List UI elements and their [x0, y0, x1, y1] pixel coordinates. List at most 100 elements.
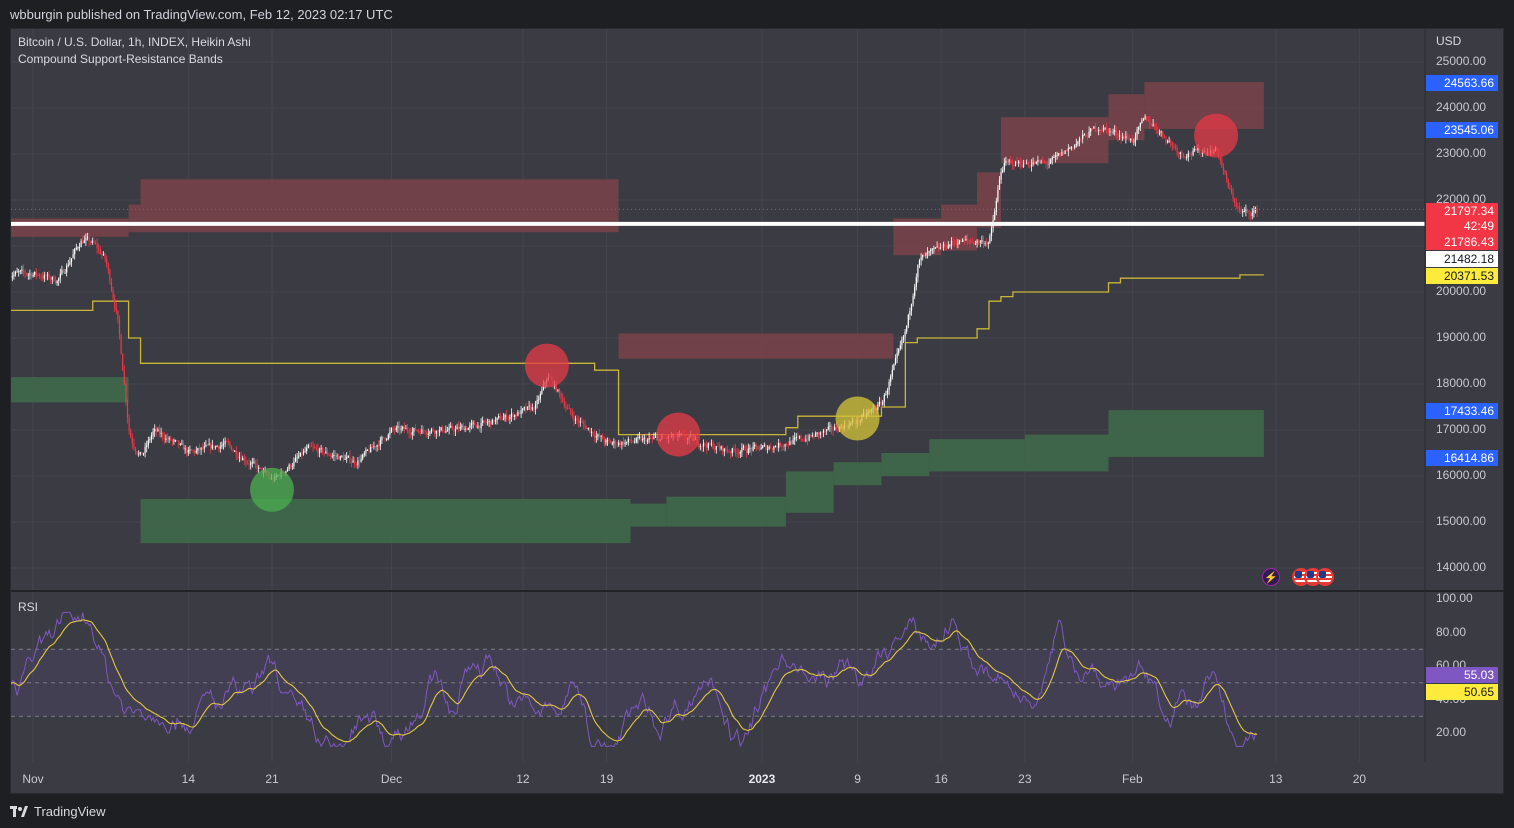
- candle-body: [1170, 140, 1172, 143]
- signal-circle-basis: [835, 396, 880, 441]
- candle-body: [1139, 123, 1141, 128]
- candle-body: [400, 428, 402, 430]
- candle-body: [427, 433, 429, 435]
- candle-body: [32, 274, 34, 277]
- us-flag-icon[interactable]: [1316, 568, 1334, 586]
- candle-body: [538, 399, 540, 401]
- candle-body: [328, 454, 330, 456]
- candle-body: [651, 438, 653, 440]
- candle-body: [1182, 153, 1185, 157]
- candle-body: [296, 457, 298, 459]
- candle-body: [880, 401, 882, 405]
- candle-body: [234, 450, 236, 452]
- candle-body: [1024, 162, 1026, 164]
- candle-body: [304, 451, 306, 453]
- brand-label: TradingView: [34, 804, 106, 819]
- support-band: [785, 471, 834, 513]
- candle-body: [216, 446, 218, 448]
- candle-body: [619, 442, 621, 446]
- candle-body: [536, 399, 538, 405]
- candle-body: [56, 280, 58, 284]
- time-tick-label: 13: [1269, 772, 1283, 786]
- candle-body: [576, 418, 578, 420]
- rsi-value-tag: 50.65: [1426, 684, 1498, 700]
- candle-body: [989, 235, 991, 243]
- candle-body: [512, 413, 514, 417]
- candle-body: [443, 430, 445, 433]
- candle-body: [973, 241, 975, 244]
- symbol-legend[interactable]: Bitcoin / U.S. Dollar, 1h, INDEX, Heikin…: [18, 35, 251, 49]
- candle-body: [563, 401, 565, 407]
- candle-body: [1090, 128, 1092, 132]
- candle-body: [224, 441, 226, 444]
- candle-body: [38, 274, 41, 277]
- candle-body: [469, 425, 471, 428]
- candle-body: [1114, 130, 1116, 132]
- candle-body: [653, 437, 655, 439]
- candle-body: [482, 420, 484, 424]
- candle-body: [517, 411, 519, 416]
- candle-body: [1130, 138, 1132, 141]
- indicator-legend[interactable]: Compound Support-Resistance Bands: [18, 52, 223, 66]
- price-tag: 42:49: [1426, 218, 1498, 234]
- candle-body: [723, 448, 725, 452]
- candle-body: [1237, 206, 1239, 208]
- candle-body: [1123, 136, 1125, 139]
- candle-body: [541, 389, 543, 395]
- candle-body: [190, 449, 193, 451]
- candle-body: [645, 437, 647, 442]
- support-band: [140, 499, 631, 544]
- candle-body: [816, 432, 818, 434]
- candle-body: [210, 443, 212, 449]
- candle-body: [1162, 131, 1164, 136]
- candle-body: [19, 270, 21, 272]
- candle-body: [373, 446, 375, 448]
- candle-body: [896, 352, 898, 359]
- candle-body: [133, 443, 135, 448]
- candle-body: [301, 452, 303, 455]
- lightning-icon[interactable]: ⚡: [1262, 568, 1280, 586]
- currency-label[interactable]: USD: [1436, 34, 1462, 48]
- candle-body: [366, 449, 369, 451]
- candle-body: [579, 421, 581, 423]
- price-tag: 16414.86: [1426, 450, 1498, 466]
- rsi-legend[interactable]: RSI: [18, 600, 39, 614]
- candles: [11, 114, 1258, 484]
- candle-body: [704, 443, 706, 445]
- candle-body: [382, 437, 385, 439]
- candle-body: [613, 441, 615, 444]
- candle-body: [949, 245, 951, 247]
- candle-body: [158, 429, 161, 434]
- candle-body: [950, 240, 953, 246]
- candle-body: [584, 423, 586, 429]
- time-tick-label: 19: [599, 772, 614, 786]
- candle-body: [1088, 131, 1090, 138]
- support-band: [11, 377, 129, 403]
- candle-body: [230, 445, 233, 451]
- candle-body: [1112, 131, 1114, 133]
- candle-body: [1195, 149, 1197, 151]
- candle-body: [1048, 163, 1050, 165]
- candle-body: [205, 444, 207, 447]
- candle-body: [69, 261, 71, 265]
- candle-body: [54, 281, 57, 284]
- candle-body: [1016, 161, 1018, 164]
- candle-body: [944, 243, 946, 248]
- candle-body: [1077, 141, 1079, 144]
- candle-body: [464, 428, 466, 430]
- candle-body: [893, 364, 895, 370]
- candle-body: [808, 435, 810, 441]
- candle-body: [1197, 147, 1199, 151]
- candle-body: [1253, 210, 1255, 213]
- candle-body: [603, 439, 605, 443]
- tradingview-logo-icon: [10, 805, 28, 817]
- candle-body: [1158, 132, 1161, 134]
- candle-body: [395, 427, 397, 431]
- candle-body: [706, 444, 708, 448]
- candle-body: [565, 406, 567, 408]
- rsi-tick-label: 100.00: [1436, 591, 1473, 605]
- candle-body: [960, 240, 962, 243]
- candle-body: [34, 271, 36, 275]
- candle-body: [360, 458, 362, 462]
